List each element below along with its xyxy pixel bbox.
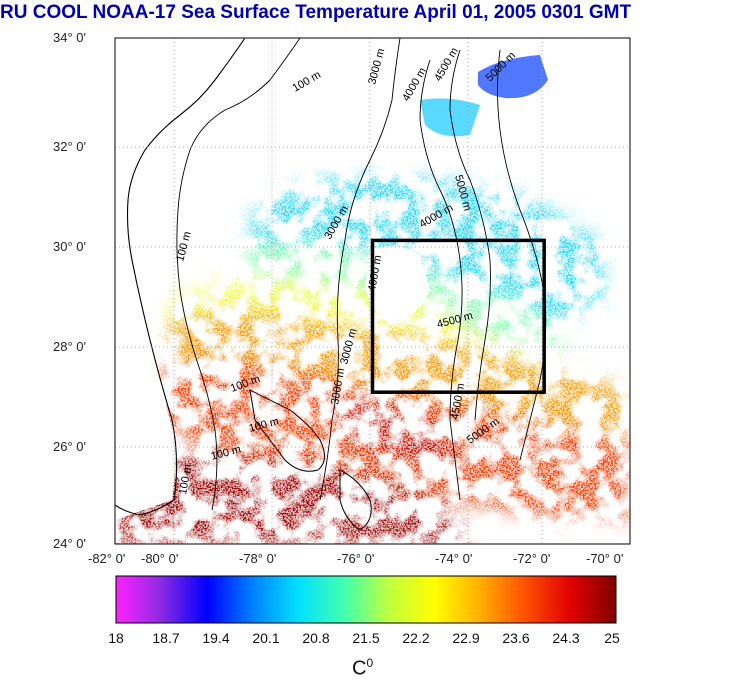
unit-text: C xyxy=(352,657,367,680)
lat-tick-label: 28° 0' xyxy=(53,339,86,354)
lon-tick-label: -70° 0' xyxy=(586,551,624,566)
coastline-florida xyxy=(115,38,246,516)
lat-tick-label: 26° 0' xyxy=(53,439,86,454)
lon-tick-label: -82° 0' xyxy=(88,551,126,566)
contour-4000m xyxy=(419,59,463,501)
plot-frame xyxy=(114,37,631,545)
lon-tick-label: -80° 0' xyxy=(141,551,179,566)
lon-tick-label: -72° 0' xyxy=(513,551,551,566)
colorbar-tick-label: 20.8 xyxy=(302,630,330,646)
lat-tick-label: 32° 0' xyxy=(53,139,86,154)
ne-cyan-patch xyxy=(420,98,480,137)
land-florida xyxy=(115,38,245,520)
lon-tick-label: -78° 0' xyxy=(239,551,277,566)
lat-tick-label: 24° 0' xyxy=(53,536,86,551)
colorbar-tick-label: 24.3 xyxy=(552,630,580,646)
coastline-bahamas-1 xyxy=(249,389,325,472)
lat-tick-label: 34° 0' xyxy=(53,30,86,45)
colorbar-tick-label: 19.4 xyxy=(202,630,230,646)
graticule xyxy=(115,38,630,544)
colorbar-tick-label: 20.1 xyxy=(252,630,280,646)
colorbar xyxy=(115,575,617,624)
colorbar-unit-label: C0 xyxy=(352,656,373,681)
contour-3000m xyxy=(319,38,401,501)
contour-label: 100 m xyxy=(177,463,194,495)
no-data-north xyxy=(115,38,630,300)
colorbar-tick-label: 22.9 xyxy=(452,630,480,646)
plot-area: 100 m 100 m 100 m 100 m 100 m 100 m 3000… xyxy=(115,38,630,544)
colorbar-tick-label: 22.2 xyxy=(402,630,430,646)
colorbar-tick-label: 21.5 xyxy=(352,630,380,646)
unit-superscript: 0 xyxy=(366,656,374,670)
colorbar-tick-label: 23.6 xyxy=(502,630,530,646)
contour-4500m xyxy=(449,49,491,421)
coastline-bahamas-2 xyxy=(339,469,372,531)
ne-blue-patch xyxy=(478,55,548,99)
lat-tick-label: 30° 0' xyxy=(53,239,86,254)
colorbar-tick-label: 18 xyxy=(108,630,124,646)
bathymetry-contours xyxy=(176,38,547,511)
study-area-box xyxy=(370,238,546,394)
colorbar-gradient xyxy=(115,575,617,624)
contour-100m xyxy=(176,38,301,511)
lon-tick-label: -74° 0' xyxy=(435,551,473,566)
colorbar-tick-label: 18.7 xyxy=(152,630,180,646)
map-title: RU COOL NOAA-17 Sea Surface Temperature … xyxy=(0,2,632,23)
lon-tick-label: -76° 0' xyxy=(337,551,375,566)
colorbar-tick-label: 25 xyxy=(604,630,620,646)
cloud-hole-center xyxy=(365,246,430,325)
